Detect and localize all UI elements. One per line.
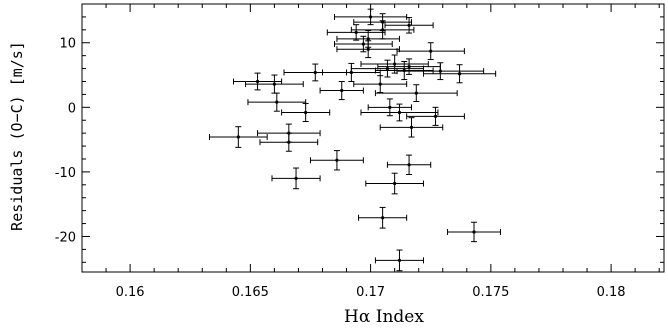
data-point	[406, 106, 465, 126]
point-marker	[407, 163, 411, 167]
point-marker	[407, 23, 411, 27]
point-marker	[378, 82, 382, 86]
data-point	[360, 103, 439, 122]
x-tick-label: 0.16	[116, 285, 145, 300]
point-marker	[393, 62, 397, 66]
x-tick-label: 0.165	[232, 285, 269, 300]
point-marker	[388, 105, 392, 109]
data-point	[350, 20, 415, 40]
point-marker	[354, 30, 358, 35]
x-axis-label: Hα Index	[344, 307, 424, 327]
point-marker	[294, 176, 298, 180]
point-marker	[409, 125, 414, 129]
point-marker	[397, 110, 402, 115]
point-marker	[393, 181, 397, 186]
point-marker	[335, 158, 339, 162]
point-marker	[287, 140, 291, 144]
point-marker	[381, 28, 385, 32]
point-marker	[472, 230, 476, 234]
x-tick-label: 0.17	[356, 285, 385, 300]
point-marker	[397, 258, 402, 262]
point-marker	[381, 216, 385, 220]
y-tick-label: 0	[68, 101, 76, 116]
data-point	[247, 92, 307, 112]
point-marker	[366, 37, 370, 41]
data-point	[245, 74, 304, 94]
point-marker	[304, 110, 308, 115]
data-point	[396, 62, 485, 81]
data-point	[309, 150, 364, 171]
point-marker	[429, 49, 433, 53]
data-point	[396, 42, 465, 61]
data-point	[386, 154, 432, 175]
data-point	[379, 117, 444, 138]
point-marker	[407, 65, 411, 69]
point-marker	[366, 47, 370, 51]
data-point	[281, 102, 331, 123]
y-axis-label: Residuals (O−C) [m/s]	[8, 41, 26, 231]
point-marker	[368, 15, 373, 19]
point-marker	[272, 82, 276, 86]
data-point	[353, 75, 408, 93]
data-point	[358, 206, 408, 229]
point-marker	[313, 70, 317, 75]
y-tick-label: -20	[55, 230, 76, 245]
data-point	[423, 64, 497, 84]
data-point	[384, 17, 434, 34]
point-marker	[340, 88, 344, 93]
plot-area	[81, 3, 665, 273]
data-point	[319, 80, 364, 101]
data-point	[326, 24, 386, 41]
x-axis: 0.16 0.165 0.17 0.175 0.18	[105, 4, 660, 300]
x-tick-label: 0.18	[597, 285, 626, 300]
point-marker	[236, 135, 240, 139]
point-marker	[433, 114, 438, 118]
data-point	[283, 63, 348, 82]
data-point	[374, 249, 425, 272]
x-tick-label: 0.175	[472, 285, 509, 300]
point-marker	[438, 69, 442, 73]
data-point	[350, 59, 425, 78]
y-axis: -20 -10 0 10	[55, 3, 664, 263]
data-point	[334, 35, 393, 53]
y-tick-label: 10	[59, 37, 76, 52]
data-point	[367, 98, 412, 117]
data-point	[447, 221, 501, 243]
y-tick-label: -10	[55, 166, 76, 181]
data-point	[365, 172, 425, 195]
point-marker	[385, 66, 390, 71]
point-marker	[255, 79, 260, 84]
point-marker	[275, 100, 279, 104]
data-point	[336, 40, 400, 59]
data-point	[374, 84, 458, 103]
data-point	[259, 132, 319, 152]
point-marker	[414, 91, 418, 95]
point-marker	[361, 42, 365, 46]
data-point	[233, 72, 283, 91]
plot-frame	[81, 3, 665, 273]
point-marker	[457, 72, 462, 76]
data-point	[208, 126, 268, 148]
data-point	[271, 167, 321, 190]
point-marker	[349, 70, 353, 75]
